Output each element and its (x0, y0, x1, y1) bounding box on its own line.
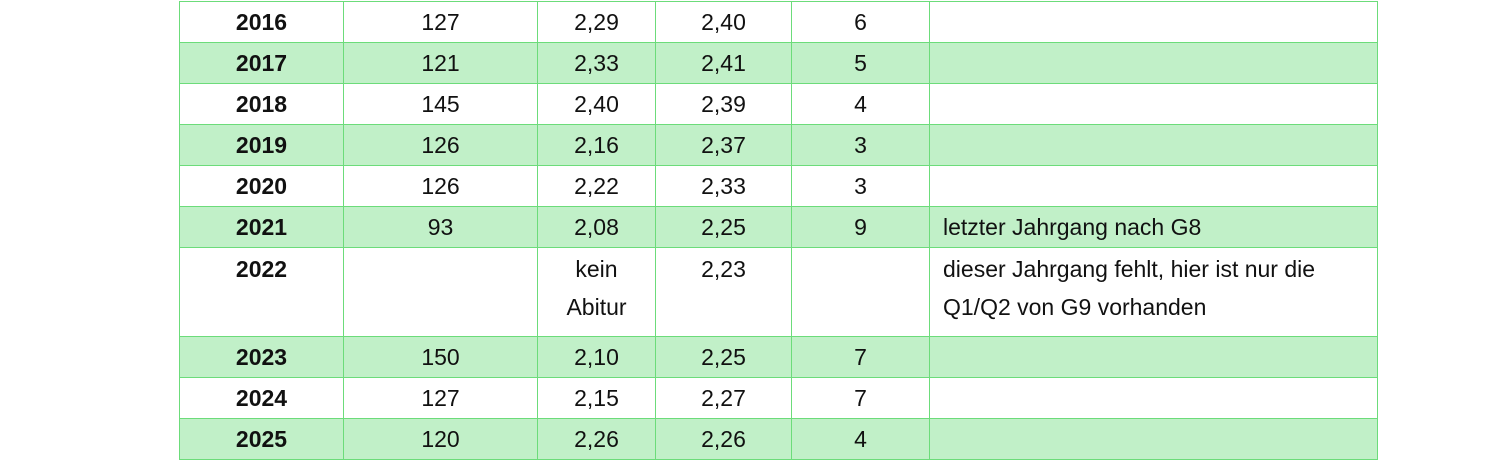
grade-cell: 2,15 (537, 377, 656, 419)
table-row: 2021 93 2,08 2,25 9 letzter Jahrgang nach G8 (179, 206, 1378, 248)
count-cell: 121 (343, 42, 538, 84)
note-cell (929, 83, 1378, 125)
comparison-grade-cell: 2,39 (655, 83, 792, 125)
value-cell: 4 (791, 418, 930, 460)
comparison-grade-cell: 2,26 (655, 418, 792, 460)
table-row: 2025 120 2,26 2,26 4 (179, 418, 1378, 460)
value-cell: 5 (791, 42, 930, 84)
count-cell: 93 (343, 206, 538, 248)
note-cell: dieser Jahrgang fehlt, hier ist nur die … (929, 247, 1378, 337)
value-cell: 6 (791, 1, 930, 43)
year-cell: 2019 (179, 124, 344, 166)
table-row: 2018 145 2,40 2,39 4 (179, 83, 1378, 125)
grade-cell: 2,22 (537, 165, 656, 207)
comparison-grade-cell: 2,25 (655, 206, 792, 248)
value-cell: 3 (791, 165, 930, 207)
note-cell (929, 165, 1378, 207)
grade-cell: 2,40 (537, 83, 656, 125)
comparison-grade-cell: 2,25 (655, 336, 792, 378)
note-cell (929, 336, 1378, 378)
note-cell: letzter Jahrgang nach G8 (929, 206, 1378, 248)
grade-cell: 2,33 (537, 42, 656, 84)
note-cell (929, 124, 1378, 166)
note-cell (929, 1, 1378, 43)
year-cell: 2021 (179, 206, 344, 248)
year-cell: 2018 (179, 83, 344, 125)
comparison-grade-cell: 2,33 (655, 165, 792, 207)
value-cell (791, 247, 930, 337)
comparison-grade-cell: 2,37 (655, 124, 792, 166)
comparison-grade-cell: 2,27 (655, 377, 792, 419)
table-row: 2019 126 2,16 2,37 3 (179, 124, 1378, 166)
comparison-grade-cell: 2,23 (655, 247, 792, 337)
table-row: 2017 121 2,33 2,41 5 (179, 42, 1378, 84)
count-cell (343, 247, 538, 337)
count-cell: 120 (343, 418, 538, 460)
grade-cell: 2,26 (537, 418, 656, 460)
year-cell: 2024 (179, 377, 344, 419)
table-row: 2016 127 2,29 2,40 6 (179, 1, 1378, 43)
comparison-grade-cell: 2,40 (655, 1, 792, 43)
table-row: 2022 kein Abitur 2,23 dieser Jahrgang fehlt… (179, 247, 1378, 337)
results-table: 2016 127 2,29 2,40 6 2017 121 2,33 2,41 5 2018 145 2… (179, 1, 1378, 460)
count-cell: 150 (343, 336, 538, 378)
table-row: 2024 127 2,15 2,27 7 (179, 377, 1378, 419)
value-cell: 7 (791, 336, 930, 378)
note-cell (929, 418, 1378, 460)
count-cell: 127 (343, 377, 538, 419)
count-cell: 127 (343, 1, 538, 43)
count-cell: 145 (343, 83, 538, 125)
note-cell (929, 42, 1378, 84)
value-cell: 4 (791, 83, 930, 125)
count-cell: 126 (343, 165, 538, 207)
grade-cell: 2,29 (537, 1, 656, 43)
table-row: 2020 126 2,22 2,33 3 (179, 165, 1378, 207)
grade-cell: 2,08 (537, 206, 656, 248)
value-cell: 9 (791, 206, 930, 248)
year-cell: 2025 (179, 418, 344, 460)
grade-cell: 2,16 (537, 124, 656, 166)
year-cell: 2016 (179, 1, 344, 43)
comparison-grade-cell: 2,41 (655, 42, 792, 84)
count-cell: 126 (343, 124, 538, 166)
value-cell: 3 (791, 124, 930, 166)
year-cell: 2022 (179, 247, 344, 337)
table-row: 2023 150 2,10 2,25 7 (179, 336, 1378, 378)
grade-cell: 2,10 (537, 336, 656, 378)
grade-cell: kein Abitur (537, 247, 656, 337)
note-cell (929, 377, 1378, 419)
year-cell: 2023 (179, 336, 344, 378)
value-cell: 7 (791, 377, 930, 419)
year-cell: 2020 (179, 165, 344, 207)
year-cell: 2017 (179, 42, 344, 84)
